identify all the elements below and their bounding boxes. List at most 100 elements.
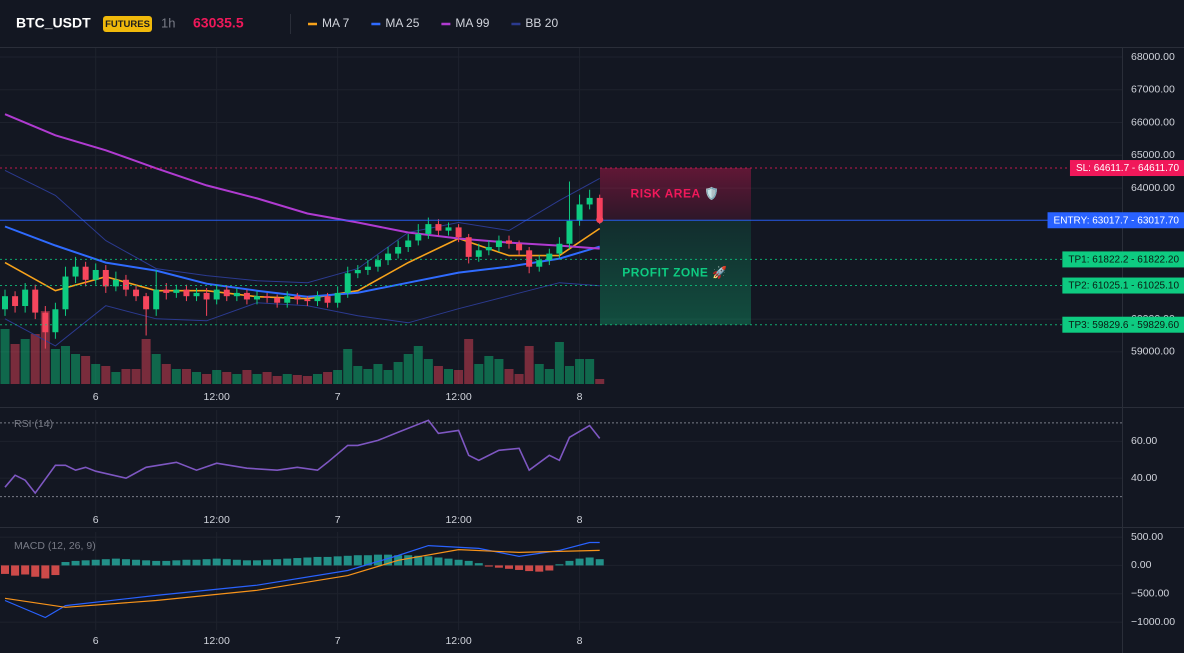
last-price: 63035.5: [193, 15, 244, 31]
macd-histogram-bar: [595, 559, 604, 566]
candle-body: [42, 312, 49, 333]
volume-bar: [393, 362, 403, 384]
macd-histogram-bar: [343, 555, 352, 566]
volume-bar: [292, 375, 302, 384]
volume-bar: [232, 374, 242, 384]
candle-body: [254, 296, 260, 300]
x-tick-label: 6: [93, 514, 99, 526]
macd-histogram-bar: [61, 562, 70, 566]
candle-body: [72, 266, 79, 277]
candle-body: [334, 292, 341, 303]
macd-histogram-bar: [424, 556, 433, 566]
candle-body: [405, 240, 412, 248]
candle-body: [576, 204, 583, 221]
plot-layer: RISK AREA 🛡️ PROFIT ZONE 🚀: [0, 48, 1122, 630]
macd-histogram-bar: [182, 559, 191, 566]
bb-upper: [4, 169, 600, 284]
candle-body: [475, 250, 482, 257]
macd-histogram-bar: [293, 558, 302, 566]
volume-bar: [121, 369, 131, 384]
candle-body: [274, 297, 281, 303]
volume-bar: [343, 349, 353, 384]
volume-bar: [212, 370, 222, 384]
volume-bar: [585, 359, 595, 384]
candle-body: [526, 250, 533, 267]
candle-body: [435, 224, 442, 231]
x-tick-label: 7: [335, 514, 341, 526]
macd-histogram-bar: [414, 555, 423, 566]
volume-bar: [202, 374, 212, 384]
macd-histogram-bar: [111, 558, 120, 566]
candle-body: [516, 243, 523, 251]
macd-title: MACD (12, 26, 9): [14, 540, 96, 552]
candle-body: [22, 289, 29, 307]
volume-bar: [192, 372, 202, 384]
volume-bar: [252, 374, 262, 384]
macd-histogram-bar: [162, 560, 171, 566]
volume-bar: [484, 356, 494, 384]
macd-histogram-bar: [101, 559, 110, 566]
volume-bar: [595, 379, 605, 384]
volume-bar: [514, 374, 524, 384]
level-label-box: [1047, 212, 1184, 229]
candle-body: [102, 269, 109, 287]
level-label: TP1: 61822.2 - 61822.20: [1068, 255, 1179, 266]
macd-histogram-bar: [474, 563, 483, 566]
macd-histogram-bar: [242, 560, 251, 566]
interval: 1h: [161, 15, 175, 30]
volume-bar: [323, 372, 333, 384]
candle-body: [264, 296, 271, 298]
macd-histogram-bar: [505, 565, 513, 569]
volume-bar: [131, 369, 141, 384]
current-price-dot: [596, 216, 604, 224]
candle-body: [546, 253, 553, 261]
candle-body: [133, 289, 140, 297]
macd-histogram-bar: [555, 564, 564, 566]
x-tick-label: 12:00: [445, 514, 471, 526]
candle-body: [203, 292, 210, 300]
macd-histogram-bar: [323, 556, 332, 566]
rsi-line: [4, 419, 601, 495]
x-tick-label: 12:00: [445, 635, 471, 647]
candle-body: [314, 296, 321, 302]
volume-bar: [282, 374, 292, 384]
candle-body: [173, 289, 180, 293]
candle-body: [163, 289, 170, 293]
macd-histogram-bar: [21, 565, 30, 575]
futures-badge: [103, 16, 152, 32]
volume-bar: [433, 366, 443, 384]
y-tick-label: 68000.00: [1131, 51, 1175, 63]
volume-bar: [494, 359, 504, 384]
volume-bar: [444, 369, 454, 384]
macd-histogram-bar: [71, 560, 80, 566]
macd-histogram-bar: [313, 556, 322, 566]
candle-body: [485, 247, 492, 251]
macd-histogram-bar: [333, 556, 342, 566]
volume-bar: [101, 366, 111, 384]
volume-bar: [30, 334, 40, 384]
candle-body: [2, 296, 8, 310]
candle-body: [153, 289, 160, 310]
candle-body: [233, 292, 240, 297]
macd-histogram-bar: [222, 559, 231, 566]
x-tick-label: 12:00: [204, 391, 230, 403]
zone-label: PROFIT ZONE 🚀: [622, 265, 727, 279]
x-tick-label: 8: [577, 391, 583, 403]
macd-histogram-bar: [192, 559, 201, 566]
macd-histogram-bar: [31, 565, 40, 577]
candle-body: [455, 227, 462, 238]
macd-histogram-bar: [212, 558, 221, 566]
macd-histogram-bar: [484, 565, 493, 567]
candle-body: [62, 276, 69, 310]
candle-body: [364, 266, 371, 270]
macd-histogram-bar: [363, 555, 372, 566]
candle-body: [193, 292, 200, 297]
y-tick-label: 65000.00: [1131, 149, 1175, 161]
volume-bar: [10, 344, 20, 384]
macd-histogram-bar: [263, 559, 272, 566]
macd-histogram-bar: [41, 565, 50, 579]
candle-body: [374, 260, 381, 267]
candle-body: [223, 289, 230, 297]
volume-bar: [242, 370, 252, 384]
